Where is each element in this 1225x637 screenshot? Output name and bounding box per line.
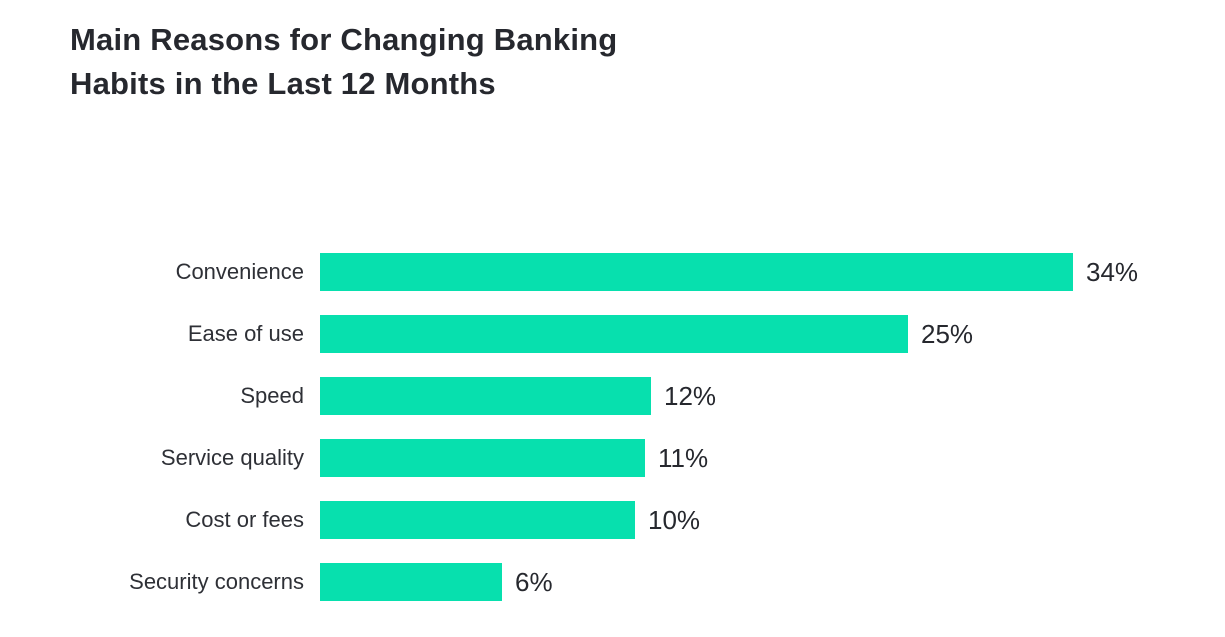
category-label: Ease of use — [187, 321, 304, 346]
bar-row: Speed 12% — [0, 377, 1225, 415]
bar-row: Ease of use 25% — [0, 315, 1225, 353]
bar-row: Service quality 11% — [0, 439, 1225, 477]
bar — [320, 563, 502, 601]
category-label: Service quality — [160, 445, 304, 470]
bar-row: Security concerns 6% — [0, 563, 1225, 601]
category-label: Security concerns — [129, 569, 304, 594]
category-label: Cost or fees — [185, 507, 304, 532]
value-label: 34% — [1086, 256, 1139, 287]
value-label: 10% — [648, 504, 701, 535]
bar-row: Cost or fees 10% — [0, 501, 1225, 539]
bar — [320, 439, 645, 477]
value-label: 25% — [921, 318, 974, 349]
bar — [320, 315, 908, 353]
bar-chart: Convenience 34% Ease of use 25% Speed 12… — [0, 253, 1225, 625]
bar — [320, 377, 651, 415]
value-label: 6% — [515, 566, 553, 597]
chart-title: Main Reasons for Changing Banking Habits… — [70, 22, 618, 101]
category-label: Speed — [240, 383, 304, 408]
bar-row: Convenience 34% — [0, 253, 1225, 291]
bar — [320, 501, 635, 539]
value-label: 12% — [664, 380, 717, 411]
category-label: Convenience — [175, 259, 304, 284]
bar — [320, 253, 1073, 291]
value-label: 11% — [658, 442, 709, 473]
